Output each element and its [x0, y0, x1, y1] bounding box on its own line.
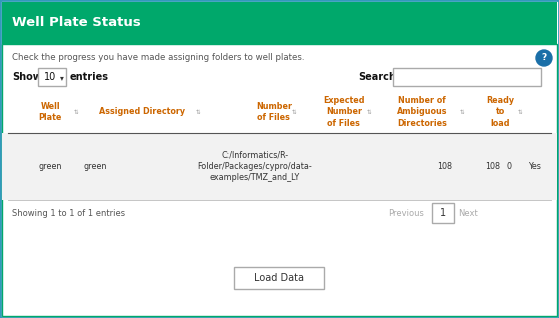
Bar: [2, 44, 557, 316]
Bar: [2, 2, 557, 44]
Bar: [393, 68, 541, 86]
Text: Ready
to
load: Ready to load: [486, 96, 514, 128]
Text: Yes: Yes: [529, 162, 542, 171]
Text: 108: 108: [438, 162, 452, 171]
Text: ?: ?: [541, 53, 547, 63]
Circle shape: [536, 50, 552, 66]
Text: Assigned Directory: Assigned Directory: [100, 107, 186, 116]
Text: Number
of Files: Number of Files: [256, 102, 292, 122]
Text: Number of
Ambiguous
Directories: Number of Ambiguous Directories: [397, 96, 447, 128]
Bar: [234, 267, 324, 289]
Text: ⇅: ⇅: [518, 109, 523, 114]
Text: Search:: Search:: [358, 72, 400, 82]
Bar: [38, 68, 66, 86]
Text: Well Plate Status: Well Plate Status: [12, 17, 141, 30]
Text: Expected
Number
of Files: Expected Number of Files: [323, 96, 364, 128]
Text: Check the progress you have made assigning folders to well plates.: Check the progress you have made assigni…: [12, 53, 305, 63]
Text: Previous: Previous: [388, 209, 424, 218]
Text: green: green: [39, 162, 61, 171]
Text: Show: Show: [12, 72, 42, 82]
Text: ⇅: ⇅: [459, 109, 465, 114]
Bar: [432, 203, 454, 223]
Text: ⇅: ⇅: [74, 109, 79, 114]
Text: 10: 10: [44, 72, 56, 82]
Text: Load Data: Load Data: [254, 273, 304, 283]
Text: ⇅: ⇅: [195, 109, 200, 114]
Bar: [2, 133, 557, 200]
Text: ⇅: ⇅: [292, 109, 296, 114]
Text: green: green: [83, 162, 107, 171]
Text: 108: 108: [486, 162, 500, 171]
Text: Next: Next: [458, 209, 478, 218]
Text: 0: 0: [506, 162, 511, 171]
Text: 1: 1: [440, 208, 446, 218]
Text: C:/Informatics/R-
Folder/Packages/cypro/data-
examples/TMZ_and_LY: C:/Informatics/R- Folder/Packages/cypro/…: [198, 151, 312, 182]
Text: entries: entries: [70, 72, 109, 82]
Text: ⇅: ⇅: [367, 109, 371, 114]
Text: Showing 1 to 1 of 1 entries: Showing 1 to 1 of 1 entries: [12, 209, 125, 218]
Text: ▾: ▾: [60, 73, 64, 82]
Text: Well
Plate: Well Plate: [39, 102, 62, 122]
